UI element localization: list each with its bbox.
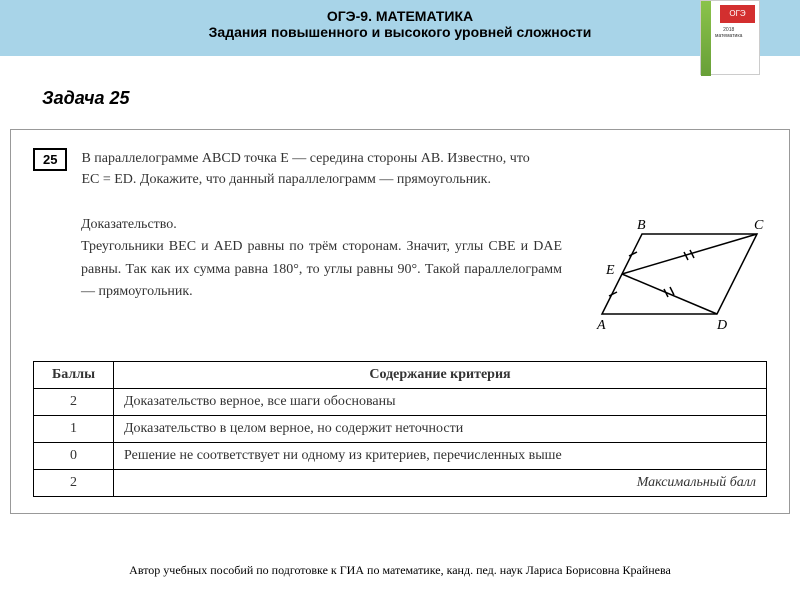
- table-row: 1 Доказательство в целом верное, но соде…: [34, 416, 767, 443]
- header-points: Баллы: [34, 362, 114, 389]
- label-c: C: [754, 218, 764, 233]
- table-header-row: Баллы Содержание критерия: [34, 362, 767, 389]
- table-row: 2 Доказательство верное, все шаги обосно…: [34, 389, 767, 416]
- header-subtitle: Задания повышенного и высокого уровней с…: [20, 24, 780, 40]
- parallelogram-diagram: A B C D E: [582, 214, 767, 339]
- label-b: B: [637, 218, 646, 233]
- header-criteria: Содержание критерия: [114, 362, 767, 389]
- cell-max-points: 2: [34, 470, 114, 497]
- problem-number: 25: [33, 148, 67, 171]
- book-cover-icon: ОГЭ 2018математика: [700, 0, 760, 75]
- proof-text: Доказательство. Треугольники BEC и AED р…: [81, 214, 582, 339]
- cell-points: 2: [34, 389, 114, 416]
- problem-container: 25 В параллелограмме ABCD точка E — сере…: [10, 129, 790, 514]
- label-a: A: [596, 318, 606, 333]
- statement-line1: В параллелограмме ABCD точка E — середин…: [81, 151, 529, 166]
- label-d: D: [716, 318, 727, 333]
- statement-line2: EC = ED. Докажите, что данный параллелог…: [81, 172, 491, 187]
- problem-statement: В параллелограмме ABCD точка E — середин…: [81, 148, 529, 190]
- table-max-row: 2 Максимальный балл: [34, 470, 767, 497]
- cell-text: Доказательство в целом верное, но содерж…: [114, 416, 767, 443]
- cell-text: Доказательство верное, все шаги обоснова…: [114, 389, 767, 416]
- header-title: ОГЭ-9. МАТЕМАТИКА: [20, 8, 780, 24]
- cell-text: Решение не соответствует ни одному из кр…: [114, 443, 767, 470]
- cell-points: 1: [34, 416, 114, 443]
- criteria-table: Баллы Содержание критерия 2 Доказательст…: [33, 361, 767, 497]
- table-row: 0 Решение не соответствует ни одному из …: [34, 443, 767, 470]
- label-e: E: [605, 263, 615, 278]
- proof-body: Треугольники BEC и AED равны по трём сто…: [81, 239, 562, 299]
- header-band: ОГЭ-9. МАТЕМАТИКА Задания повышенного и …: [0, 0, 800, 56]
- footer-text: Автор учебных пособий по подготовке к ГИ…: [0, 563, 800, 578]
- cell-points: 0: [34, 443, 114, 470]
- problem-title: Задача 25: [42, 88, 800, 109]
- cell-max-label: Максимальный балл: [114, 470, 767, 497]
- problem-statement-row: 25 В параллелограмме ABCD точка E — сере…: [33, 148, 767, 190]
- proof-section: Доказательство. Треугольники BEC и AED р…: [81, 214, 767, 339]
- proof-title: Доказательство.: [81, 217, 177, 232]
